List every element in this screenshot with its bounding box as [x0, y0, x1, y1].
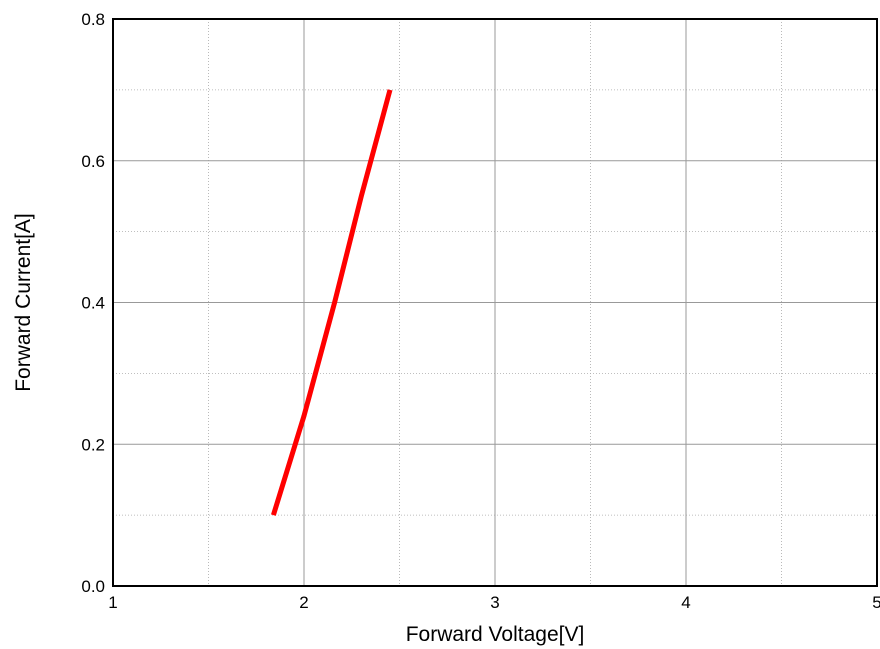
series-line-0 [271, 89, 393, 516]
grid [112, 18, 878, 587]
plot-frame [112, 18, 878, 587]
y-tick-label-0: 0.0 [81, 577, 105, 596]
tick-labels: 1 2 3 4 5 0.0 0.2 0.4 0.6 0.8 [81, 10, 880, 612]
series-layer [271, 89, 393, 516]
x-tick-label-1: 2 [299, 593, 308, 612]
x-tick-label-3: 4 [681, 593, 690, 612]
y-axis-label: Forward Current[A] [12, 213, 35, 392]
y-tick-label-3: 0.6 [81, 152, 105, 171]
y-tick-label-4: 0.8 [81, 10, 105, 29]
x-axis-label: Forward Voltage[V] [406, 623, 585, 646]
x-tick-label-2: 3 [490, 593, 499, 612]
x-tick-label-0: 1 [108, 593, 117, 612]
x-tick-label-4: 5 [872, 593, 880, 612]
y-tick-label-1: 0.2 [81, 435, 105, 454]
y-tick-label-2: 0.4 [81, 294, 105, 313]
